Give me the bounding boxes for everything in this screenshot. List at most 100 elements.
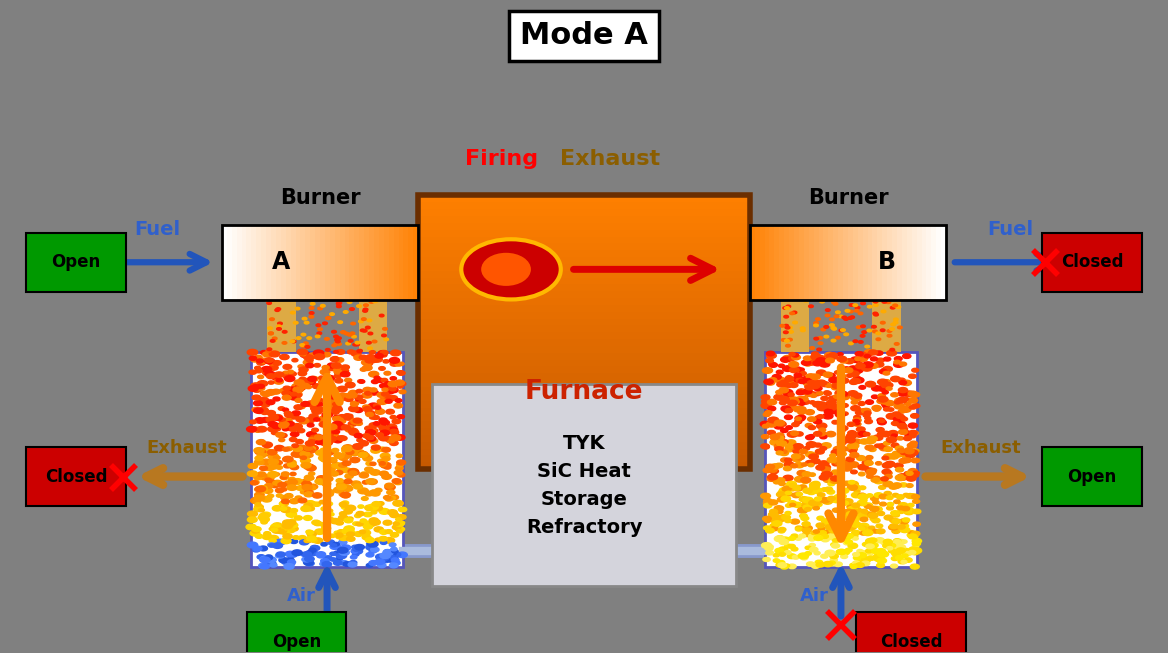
Circle shape bbox=[760, 444, 770, 449]
Bar bbox=[418, 415, 750, 421]
Circle shape bbox=[255, 366, 260, 370]
Circle shape bbox=[310, 307, 314, 310]
Circle shape bbox=[270, 318, 274, 321]
Circle shape bbox=[842, 513, 853, 518]
Circle shape bbox=[294, 405, 303, 409]
Circle shape bbox=[377, 563, 385, 567]
Circle shape bbox=[785, 519, 791, 522]
Circle shape bbox=[258, 375, 264, 379]
Circle shape bbox=[884, 471, 892, 475]
Circle shape bbox=[367, 542, 373, 545]
Circle shape bbox=[781, 515, 791, 520]
Circle shape bbox=[850, 453, 858, 458]
Circle shape bbox=[898, 421, 904, 424]
Circle shape bbox=[766, 464, 774, 470]
Circle shape bbox=[897, 399, 903, 402]
Circle shape bbox=[894, 362, 904, 368]
Circle shape bbox=[862, 557, 871, 562]
Circle shape bbox=[378, 418, 387, 422]
Circle shape bbox=[868, 543, 878, 548]
Circle shape bbox=[855, 410, 863, 415]
Circle shape bbox=[348, 421, 357, 426]
Circle shape bbox=[327, 424, 336, 430]
Bar bbox=[794, 225, 799, 300]
Circle shape bbox=[278, 418, 285, 422]
Circle shape bbox=[340, 503, 348, 507]
Circle shape bbox=[297, 337, 301, 340]
Circle shape bbox=[862, 365, 872, 371]
Circle shape bbox=[912, 471, 919, 475]
Circle shape bbox=[360, 530, 370, 535]
Circle shape bbox=[368, 413, 375, 417]
Circle shape bbox=[788, 545, 795, 549]
Circle shape bbox=[793, 449, 801, 453]
Circle shape bbox=[882, 300, 887, 303]
Circle shape bbox=[843, 534, 853, 539]
Circle shape bbox=[902, 427, 908, 430]
Circle shape bbox=[786, 344, 791, 347]
Bar bbox=[251, 225, 256, 300]
Circle shape bbox=[786, 426, 792, 430]
Circle shape bbox=[895, 357, 902, 361]
Circle shape bbox=[290, 438, 297, 441]
Circle shape bbox=[912, 473, 919, 477]
Bar bbox=[26, 233, 126, 292]
Bar bbox=[882, 225, 888, 300]
Circle shape bbox=[305, 345, 310, 348]
Circle shape bbox=[260, 402, 270, 407]
Circle shape bbox=[864, 505, 871, 509]
Text: Open: Open bbox=[51, 253, 100, 271]
Circle shape bbox=[854, 394, 861, 398]
Circle shape bbox=[786, 404, 797, 409]
Circle shape bbox=[802, 376, 812, 382]
Circle shape bbox=[340, 550, 349, 555]
Circle shape bbox=[872, 312, 877, 315]
Circle shape bbox=[383, 520, 391, 525]
Circle shape bbox=[835, 311, 840, 313]
Circle shape bbox=[322, 562, 332, 567]
Text: Exhaust: Exhaust bbox=[146, 439, 228, 457]
Circle shape bbox=[364, 491, 374, 496]
Circle shape bbox=[864, 345, 869, 348]
Circle shape bbox=[829, 353, 837, 357]
Circle shape bbox=[317, 553, 325, 558]
Bar bbox=[774, 225, 779, 300]
Circle shape bbox=[829, 518, 839, 524]
Circle shape bbox=[260, 564, 270, 569]
Circle shape bbox=[806, 435, 814, 439]
Circle shape bbox=[284, 375, 290, 379]
Circle shape bbox=[855, 357, 861, 360]
Circle shape bbox=[341, 372, 350, 377]
Circle shape bbox=[367, 436, 374, 439]
Text: Air: Air bbox=[286, 587, 315, 605]
Circle shape bbox=[802, 525, 812, 531]
Circle shape bbox=[848, 462, 858, 468]
Circle shape bbox=[326, 490, 334, 494]
Circle shape bbox=[812, 481, 820, 486]
Circle shape bbox=[878, 394, 885, 398]
Circle shape bbox=[294, 479, 301, 483]
Circle shape bbox=[267, 543, 274, 547]
Circle shape bbox=[388, 510, 397, 515]
Circle shape bbox=[795, 537, 801, 540]
Circle shape bbox=[301, 552, 307, 556]
Circle shape bbox=[786, 305, 791, 308]
Circle shape bbox=[319, 417, 329, 422]
Circle shape bbox=[765, 411, 771, 414]
Circle shape bbox=[855, 351, 863, 356]
Circle shape bbox=[390, 513, 398, 518]
Circle shape bbox=[340, 455, 347, 458]
Circle shape bbox=[911, 550, 919, 555]
Bar bbox=[790, 225, 794, 300]
Bar bbox=[892, 225, 897, 300]
Circle shape bbox=[396, 518, 402, 521]
Circle shape bbox=[903, 458, 911, 462]
Bar bbox=[409, 225, 413, 300]
Circle shape bbox=[833, 447, 843, 452]
Circle shape bbox=[779, 422, 786, 425]
Circle shape bbox=[778, 529, 785, 533]
Circle shape bbox=[909, 547, 918, 552]
Circle shape bbox=[352, 471, 360, 475]
Circle shape bbox=[267, 562, 276, 566]
Circle shape bbox=[301, 479, 308, 483]
